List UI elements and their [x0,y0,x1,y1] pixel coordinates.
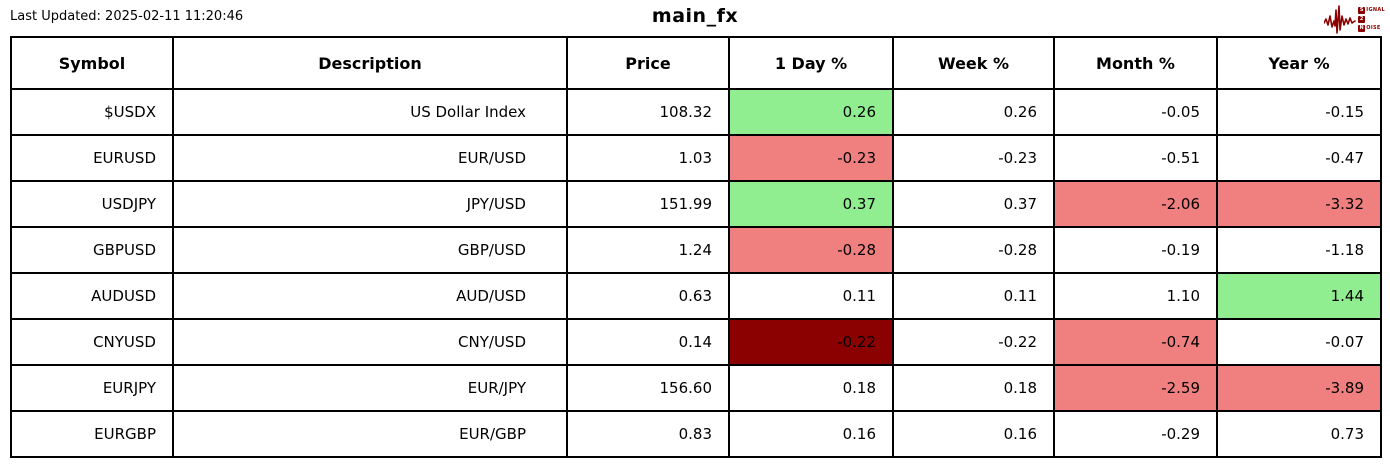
price-cell: 151.99 [566,180,730,228]
waveform-icon [1324,4,1357,34]
month-pct-cell: -0.19 [1053,226,1218,274]
month-pct-cell: -0.05 [1053,88,1218,136]
year-pct-cell: -3.32 [1216,180,1382,228]
year-pct-cell: -1.18 [1216,226,1382,274]
symbol-cell: EURGBP [10,410,174,458]
table-row: USDJPY JPY/USD 151.99 0.37 0.37 -2.06 -3.32 [10,180,1382,228]
logo-text: S IGNAL 2 N OISE [1358,6,1385,32]
price-cell: 0.83 [566,410,730,458]
logo-line-two: 2 [1358,15,1385,23]
table-row: $USDX US Dollar Index 108.32 0.26 0.26 -0.05-… [10,88,1382,136]
logo-line-noise: N OISE [1358,24,1385,32]
topbar: Last Updated: 2025-02-11 11:20:46 main_f… [0,0,1390,36]
description-cell: JPY/USD [172,180,568,228]
day-pct-cell: -0.22 [728,318,894,366]
year-pct-cell: 1.44 [1216,272,1382,320]
week-pct-cell: 0.26 [892,88,1055,136]
fx-rates-table: Symbol Description Price 1 Day % Week % Month… [10,36,1382,458]
day-pct-cell: 0.16 [728,410,894,458]
week-pct-cell: -0.23 [892,134,1055,182]
month-pct-cell: -2.06 [1053,180,1218,228]
symbol-cell: USDJPY [10,180,174,228]
price-cell: 156.60 [566,364,730,412]
table-row: EURUSD EUR/USD 1.03 -0.23 -0.23 -0.51 -0.47 [10,134,1382,182]
logo-letterbox-s: S [1358,6,1366,14]
year-pct-cell: 0.73 [1216,410,1382,458]
month-pct-cell: 1.10 [1053,272,1218,320]
symbol-cell: EURUSD [10,134,174,182]
table-row: GBPUSD GBP/USD 1.24 -0.28 -0.28 -0.19 -1.18 [10,226,1382,274]
symbol-cell: EURJPY [10,364,174,412]
week-pct-cell: -0.28 [892,226,1055,274]
column-header-description: Description [172,36,568,90]
week-pct-cell: 0.37 [892,180,1055,228]
column-header-day-pct: 1 Day % [728,36,894,90]
description-cell: GBP/USD [172,226,568,274]
column-header-price: Price [566,36,730,90]
day-pct-cell: 0.11 [728,272,894,320]
description-cell: EUR/USD [172,134,568,182]
day-pct-cell: 0.18 [728,364,894,412]
table-row: EURJPY EUR/JPY 156.60 0.18 0.18 -2.59 -3.89 [10,364,1382,412]
day-pct-cell: 0.26 [728,88,894,136]
column-header-month-pct: Month % [1053,36,1218,90]
week-pct-cell: 0.18 [892,364,1055,412]
day-pct-cell: -0.28 [728,226,894,274]
price-cell: 1.03 [566,134,730,182]
month-pct-cell: -2.59 [1053,364,1218,412]
symbol-cell: CNYUSD [10,318,174,366]
description-cell: US Dollar Index [172,88,568,136]
week-pct-cell: -0.22 [892,318,1055,366]
description-cell: EUR/JPY [172,364,568,412]
logo-word-noise: OISE [1366,24,1381,31]
week-pct-cell: 0.16 [892,410,1055,458]
table-row: CNYUSD CNY/USD 0.14 -0.22 -0.22 -0.74 -0.07 [10,318,1382,366]
column-header-symbol: Symbol [10,36,174,90]
table-row: AUDUSD AUD/USD 0.63 0.11 0.11 1.10 1.44 [10,272,1382,320]
page-title: main_fx [651,5,739,27]
month-pct-cell: -0.51 [1053,134,1218,182]
day-pct-cell: 0.37 [728,180,894,228]
week-pct-cell: 0.11 [892,272,1055,320]
price-cell: 1.24 [566,226,730,274]
symbol-cell: $USDX [10,88,174,136]
signal2noise-logo: S IGNAL 2 N OISE [1324,4,1385,34]
year-pct-cell: -3.89 [1216,364,1382,412]
year-pct-cell: -0.47 [1216,134,1382,182]
description-cell: AUD/USD [172,272,568,320]
year-pct-cell: -0.15 [1216,88,1382,136]
column-header-week-pct: Week % [892,36,1055,90]
logo-word-signal: IGNAL [1366,6,1385,13]
table-header-row: Symbol Description Price 1 Day % Week % Month… [10,36,1382,90]
symbol-cell: GBPUSD [10,226,174,274]
description-cell: CNY/USD [172,318,568,366]
column-header-year-pct: Year % [1216,36,1382,90]
logo-letterbox-n: N [1358,24,1366,32]
symbol-cell: AUDUSD [10,272,174,320]
table-row: EURGBP EUR/GBP 0.83 0.16 0.16 -0.29 0.73 [10,410,1382,458]
month-pct-cell: -0.74 [1053,318,1218,366]
day-pct-cell: -0.23 [728,134,894,182]
last-updated-timestamp: Last Updated: 2025-02-11 11:20:46 [10,9,244,24]
logo-letterbox-2: 2 [1358,15,1366,23]
month-pct-cell: -0.29 [1053,410,1218,458]
price-cell: 0.63 [566,272,730,320]
table-body: $USDX US Dollar Index 108.32 0.26 0.26 -0.05-… [10,88,1382,458]
description-cell: EUR/GBP [172,410,568,458]
price-cell: 108.32 [566,88,730,136]
price-cell: 0.14 [566,318,730,366]
logo-line-signal: S IGNAL [1358,6,1385,14]
year-pct-cell: -0.07 [1216,318,1382,366]
